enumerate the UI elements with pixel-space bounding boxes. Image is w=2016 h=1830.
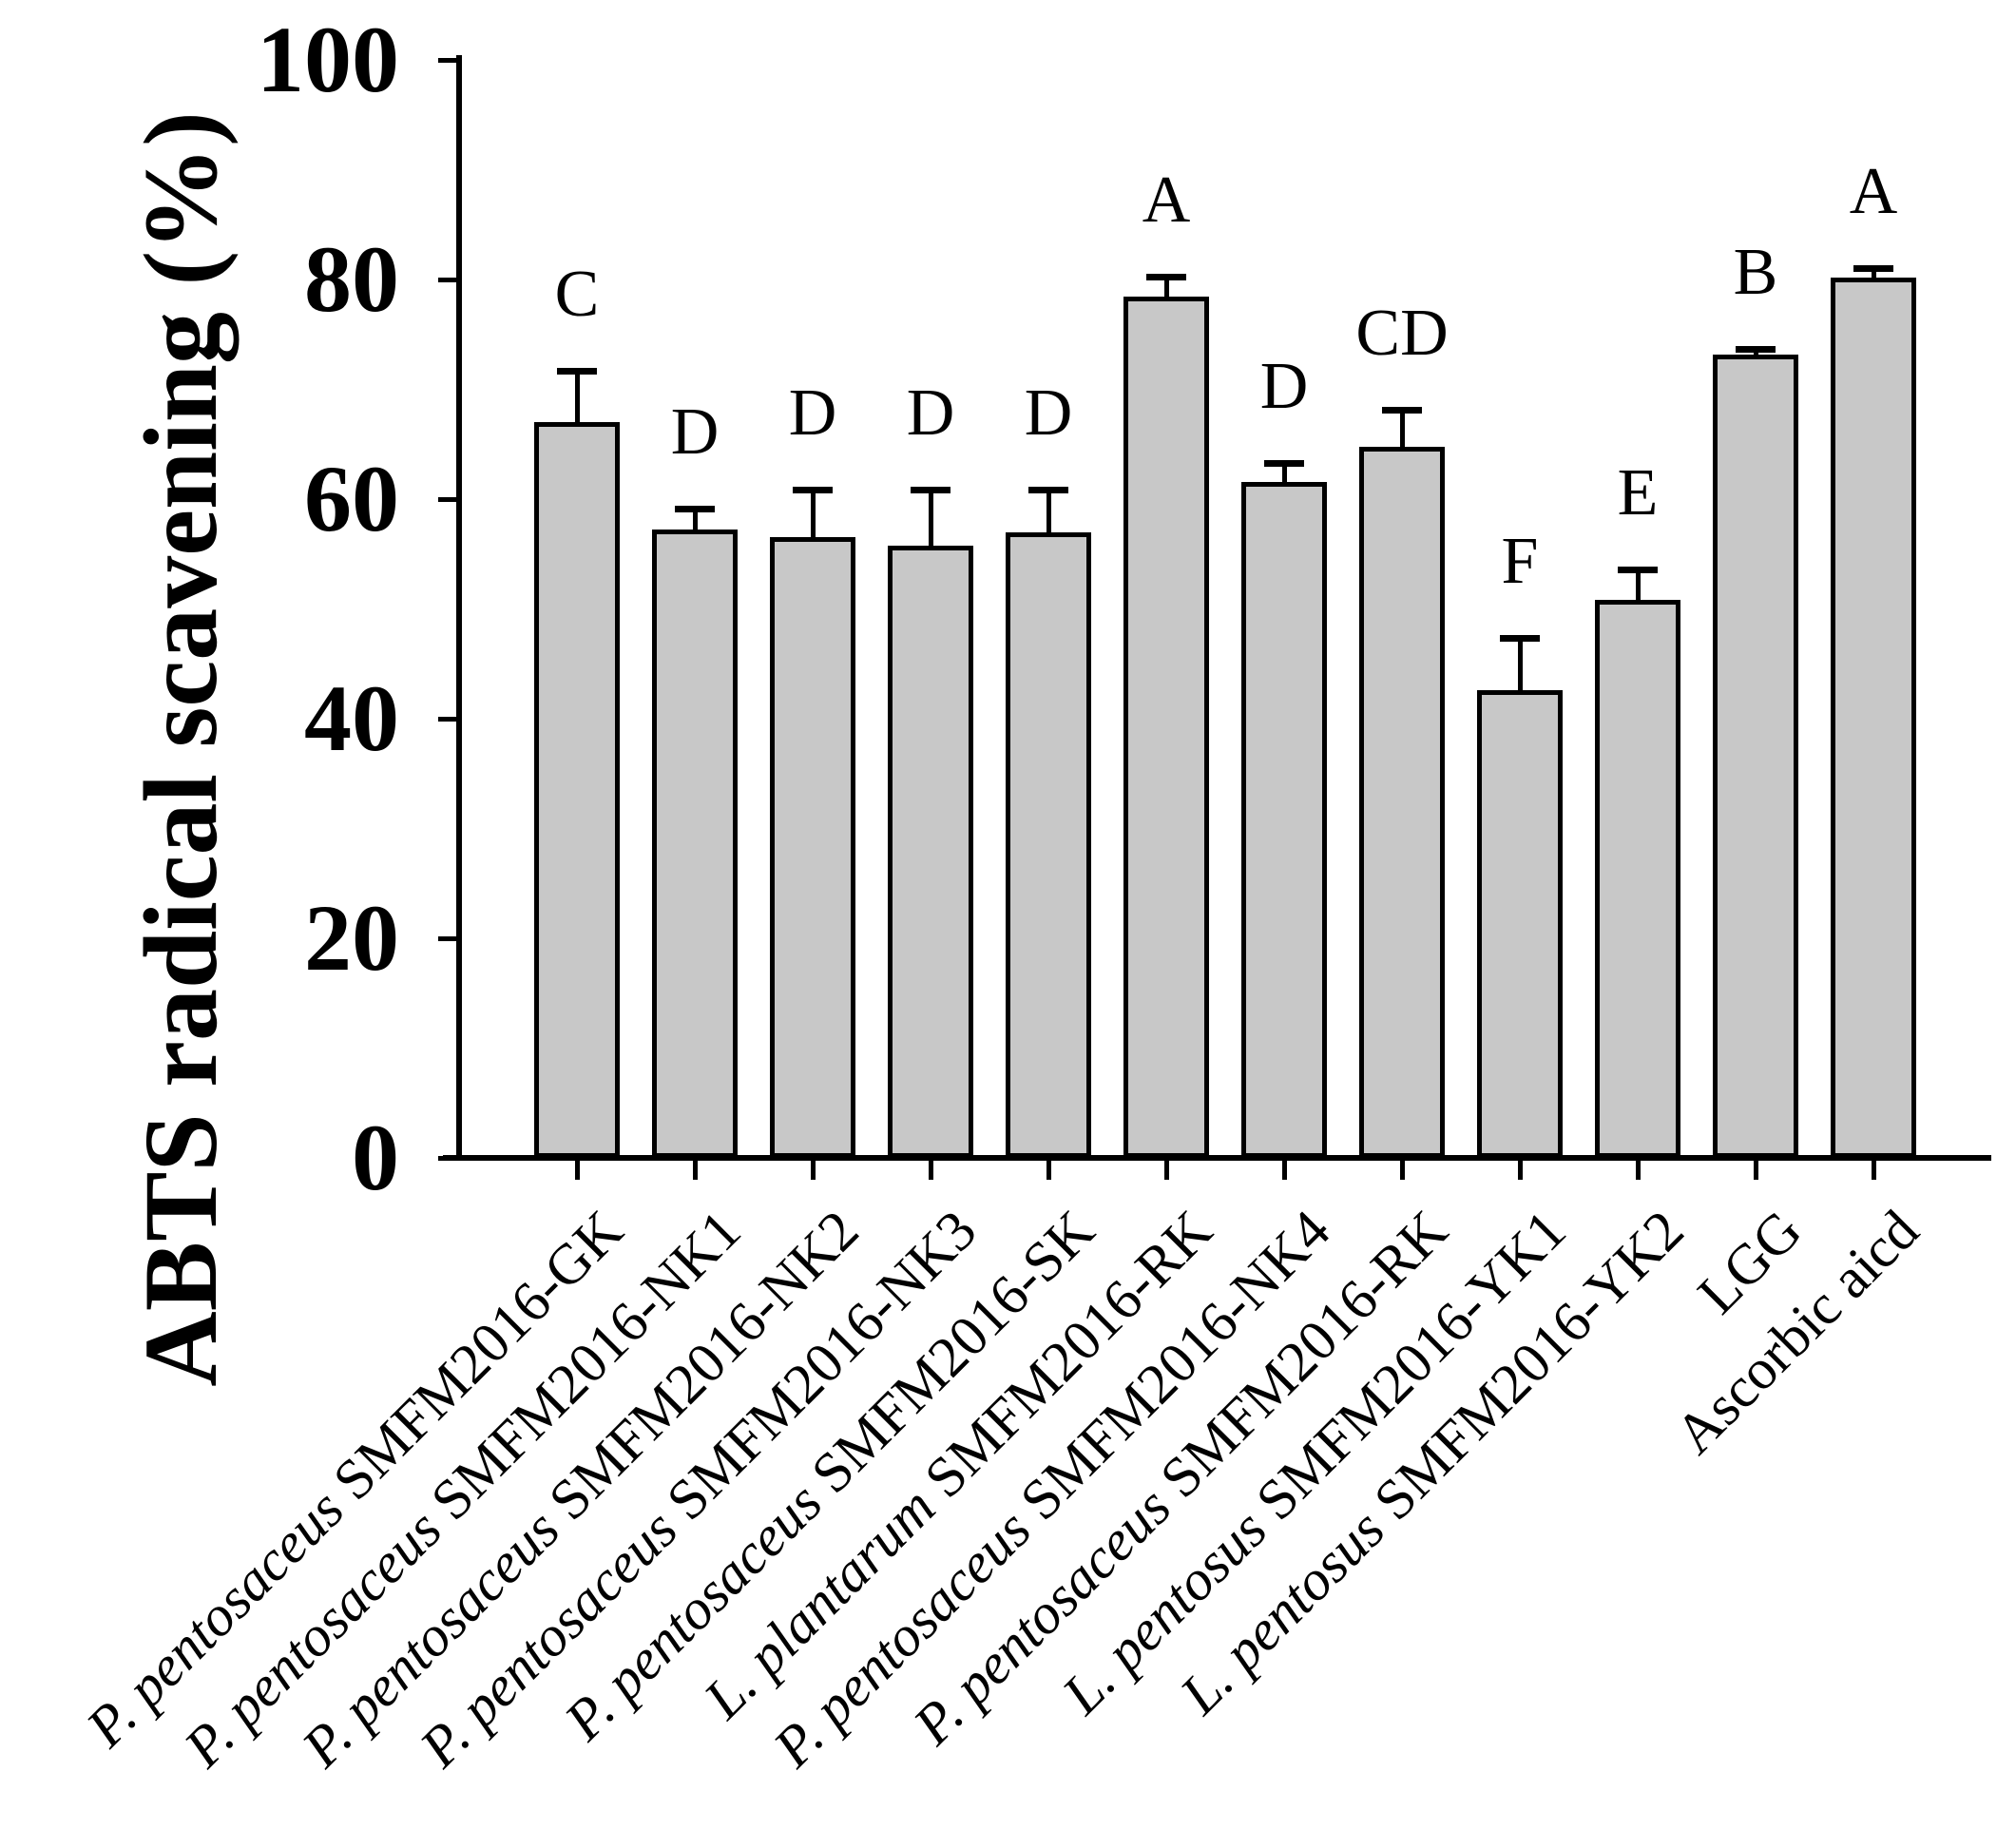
y-tick (438, 497, 459, 502)
error-bar-cap (1028, 487, 1068, 493)
error-bar-cap (1500, 635, 1540, 642)
significance-letter: A (1849, 155, 1898, 228)
error-bar-stem (1164, 277, 1169, 299)
x-tick (1164, 1159, 1169, 1180)
y-tick-label: 40 (304, 665, 399, 771)
error-bar-cap (1264, 460, 1304, 467)
x-tick (1046, 1159, 1051, 1180)
bar (1595, 600, 1680, 1158)
y-tick-label: 80 (304, 226, 399, 332)
error-bar-stem (575, 371, 580, 424)
error-bar-cap (911, 487, 950, 493)
error-bar-stem (1282, 463, 1287, 484)
significance-letter: CD (1355, 297, 1449, 370)
y-tick-label: 0 (352, 1105, 399, 1210)
y-tick (438, 58, 459, 63)
significance-letter: D (906, 376, 955, 450)
x-tick (693, 1159, 698, 1180)
y-axis-line (456, 55, 462, 1161)
error-bar-stem (1400, 410, 1405, 449)
bar (1241, 482, 1327, 1158)
error-bar-cap (557, 368, 597, 375)
x-tick (575, 1159, 580, 1180)
error-bar-cap (1382, 407, 1422, 414)
x-tick (1400, 1159, 1405, 1180)
error-bar-stem (693, 509, 698, 531)
error-bar-cap (1618, 567, 1658, 573)
significance-letter: D (788, 376, 837, 450)
bar (1123, 297, 1209, 1158)
bar (1831, 278, 1916, 1158)
significance-letter: E (1617, 456, 1659, 530)
x-tick (1872, 1159, 1876, 1180)
y-tick-label: 20 (304, 885, 399, 991)
x-tick (1754, 1159, 1758, 1180)
error-bar-stem (1754, 349, 1758, 356)
error-bar-cap (793, 487, 833, 493)
bar (770, 537, 855, 1158)
error-bar-stem (811, 490, 816, 539)
significance-letter: A (1142, 164, 1191, 237)
error-bar-stem (929, 490, 933, 548)
significance-letter: D (1259, 350, 1309, 423)
error-bar-cap (1146, 274, 1186, 280)
y-tick (438, 717, 459, 722)
error-bar-stem (1872, 268, 1876, 279)
error-bar-cap (1736, 346, 1776, 353)
y-tick (438, 1156, 459, 1161)
x-tick (1282, 1159, 1287, 1180)
bar (534, 422, 620, 1158)
y-tick-label: 60 (304, 446, 399, 551)
error-bar-stem (1518, 638, 1523, 692)
x-tick (929, 1159, 933, 1180)
bar (888, 546, 973, 1158)
bar (1477, 690, 1563, 1158)
y-tick (438, 936, 459, 941)
bar (652, 530, 738, 1158)
significance-letter: F (1501, 525, 1539, 598)
bar (1359, 447, 1445, 1158)
error-bar-stem (1636, 569, 1641, 602)
significance-letter: B (1733, 236, 1778, 309)
y-tick-label: 100 (257, 7, 399, 112)
x-tick (1636, 1159, 1641, 1180)
x-tick (811, 1159, 816, 1180)
bar (1713, 355, 1798, 1158)
bar (1006, 532, 1091, 1158)
error-bar-cap (675, 506, 715, 512)
significance-letter: D (670, 395, 720, 469)
error-bar-stem (1046, 490, 1051, 534)
y-tick (438, 278, 459, 282)
x-axis-line (443, 1155, 1991, 1161)
error-bar-cap (1853, 265, 1893, 272)
significance-letter: D (1024, 376, 1073, 450)
significance-letter: C (554, 258, 600, 331)
x-tick (1518, 1159, 1523, 1180)
